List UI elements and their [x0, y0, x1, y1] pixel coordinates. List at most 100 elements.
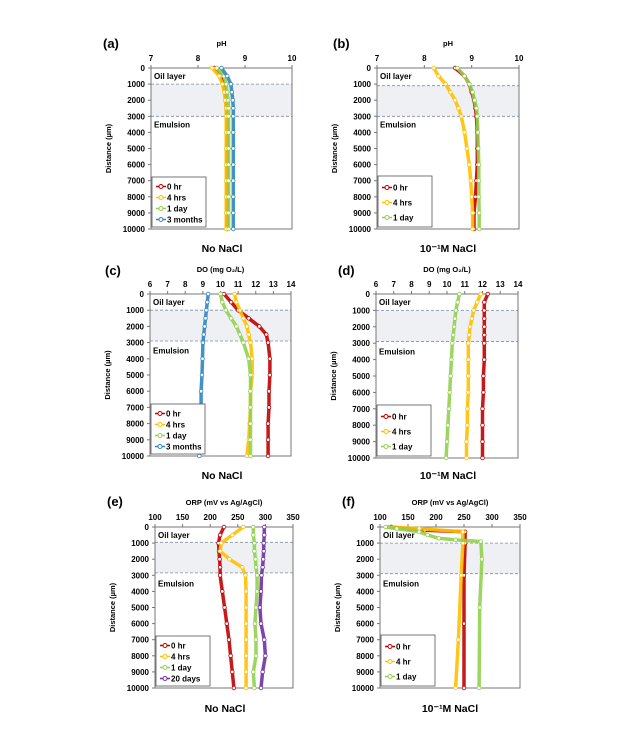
data-point: [231, 685, 237, 691]
data-point: [200, 340, 206, 345]
y-tick-label: 0: [141, 64, 146, 73]
y-tick-label: 7000: [356, 636, 374, 645]
data-point: [470, 89, 475, 95]
y-tick-label: 10000: [127, 684, 150, 693]
x-tick-label: 10: [288, 54, 297, 63]
legend-marker: [384, 185, 390, 190]
y-tick-label: 2000: [126, 322, 144, 331]
data-point: [481, 373, 486, 379]
data-point: [451, 332, 456, 338]
panel-label: (a): [103, 36, 119, 51]
data-point: [221, 291, 227, 297]
x-tick-label: 13: [269, 280, 278, 289]
data-point: [482, 324, 487, 329]
data-point: [450, 341, 455, 346]
data-point: [197, 453, 202, 459]
data-point: [228, 299, 234, 305]
y-tick-label: 3000: [352, 339, 370, 348]
data-point: [243, 573, 248, 578]
data-point: [222, 605, 227, 610]
y-tick-label: 8000: [126, 420, 144, 429]
data-point: [466, 341, 471, 346]
data-point: [243, 653, 249, 658]
panel-title: 10⁻¹M NaCl: [420, 470, 476, 482]
legend-label: 0 hr: [392, 413, 407, 422]
data-point: [240, 565, 245, 570]
data-point: [241, 524, 246, 530]
data-point: [456, 637, 461, 642]
y-tick-label: 6000: [352, 388, 370, 397]
y-tick-label: 5000: [353, 145, 371, 154]
data-point: [199, 372, 205, 378]
legend-marker: [162, 643, 168, 648]
data-point: [263, 653, 268, 658]
y-tick-label: 7000: [126, 403, 144, 412]
legend-marker: [384, 200, 390, 205]
data-point: [460, 529, 466, 535]
annotation-emulsion: Emulsion: [383, 579, 419, 588]
x-tick-label: 8: [196, 54, 201, 63]
legend-label: 4 hrs: [167, 194, 187, 203]
data-point: [446, 406, 451, 411]
data-point: [456, 106, 461, 111]
data-point: [477, 605, 482, 610]
y-tick-label: 5000: [356, 604, 374, 613]
y-tick-label: 1000: [131, 539, 149, 548]
emulsion-band: [151, 84, 292, 117]
data-point: [253, 605, 259, 610]
x-tick-label: 150: [176, 513, 190, 522]
panel-label: (c): [105, 263, 121, 278]
data-point: [227, 557, 232, 562]
data-point: [451, 324, 457, 329]
data-point: [243, 589, 249, 594]
data-point: [260, 557, 266, 562]
data-point: [464, 146, 470, 151]
data-point: [232, 291, 237, 297]
data-point: [480, 406, 485, 411]
annotation-oil-layer: Oil layer: [380, 72, 412, 81]
data-point: [219, 65, 224, 71]
data-point: [226, 637, 232, 642]
data-point: [265, 453, 271, 459]
data-point: [425, 532, 430, 538]
data-point: [202, 324, 207, 329]
data-point: [257, 605, 263, 610]
data-point: [216, 73, 222, 79]
x-tick-label: 350: [286, 513, 300, 522]
data-point: [258, 589, 264, 594]
data-point: [265, 437, 271, 442]
data-point: [231, 106, 236, 111]
y-tick-label: 4000: [352, 356, 370, 365]
data-point: [470, 226, 475, 232]
data-point: [267, 372, 273, 378]
data-point: [218, 291, 223, 297]
data-point: [224, 89, 230, 95]
data-point: [453, 685, 458, 691]
x-axis-label: ORP (mV vs Ag/AgCl): [412, 498, 489, 507]
legend-marker: [158, 206, 164, 211]
data-point: [237, 308, 243, 313]
data-point: [445, 423, 451, 428]
x-tick-label: 6: [374, 280, 379, 289]
data-point: [230, 669, 235, 675]
data-point: [476, 178, 481, 183]
x-tick-label: 8: [409, 280, 414, 289]
data-point: [201, 332, 206, 337]
data-point: [205, 291, 211, 297]
data-point: [480, 455, 485, 461]
data-point: [253, 637, 259, 642]
x-tick-label: 350: [513, 513, 527, 522]
legend-marker: [383, 414, 389, 419]
data-point: [226, 130, 231, 135]
data-point: [253, 565, 259, 570]
data-point: [465, 406, 470, 411]
x-axis-label: ORP (mV vs Ag/AgCl): [186, 498, 263, 507]
data-point: [226, 106, 231, 111]
data-point: [231, 162, 236, 167]
data-point: [231, 178, 236, 183]
data-point: [471, 308, 476, 313]
x-tick-label: 7: [149, 54, 154, 63]
y-tick-label: 7000: [352, 405, 370, 414]
legend-marker: [387, 674, 393, 679]
legend-marker: [384, 215, 390, 220]
